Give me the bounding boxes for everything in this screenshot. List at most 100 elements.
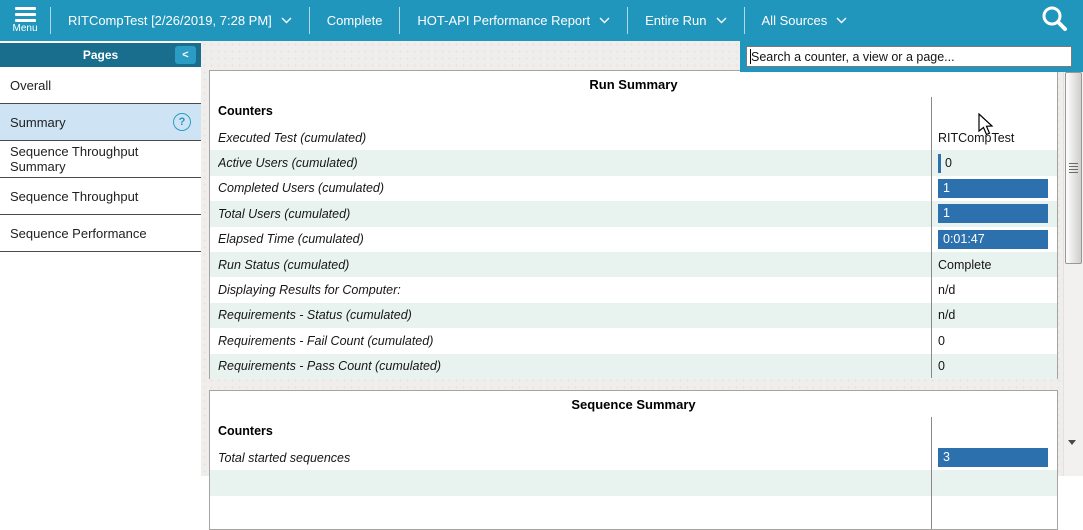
zero-width-bar bbox=[938, 153, 941, 173]
scrollbar-thumb[interactable] bbox=[1065, 72, 1082, 264]
counters-header: Counters bbox=[218, 424, 273, 438]
text-caret bbox=[750, 49, 751, 64]
sources-selector-label: All Sources bbox=[761, 13, 828, 28]
menu-label: Menu bbox=[12, 23, 38, 34]
run-summary-rows: Executed Test (cumulated) RITCompTest Acti… bbox=[210, 125, 1057, 379]
counter-label: Active Users (cumulated) bbox=[218, 156, 358, 171]
sidebar-item-label: Sequence Performance bbox=[10, 225, 147, 241]
counter-value-cell: RITCompTest bbox=[931, 131, 1057, 145]
counter-value: 0 bbox=[938, 333, 945, 348]
counter-value: 0 bbox=[938, 359, 945, 374]
table-row: Requirements - Pass Count (cumulated) 0 bbox=[210, 353, 1057, 379]
sidebar-item-summary[interactable]: Summary? bbox=[0, 104, 201, 141]
table-row: Active Users (cumulated) 0 bbox=[210, 150, 1057, 176]
run-status-label: Complete bbox=[326, 13, 383, 28]
counter-value: 0 bbox=[945, 156, 952, 171]
pages-header-label: Pages bbox=[82, 48, 119, 62]
run-status: Complete bbox=[310, 0, 400, 41]
scrollbar-down-arrow-icon[interactable] bbox=[1068, 440, 1076, 445]
sidebar-item-overall[interactable]: Overall bbox=[0, 67, 201, 104]
menu-button[interactable]: Menu bbox=[0, 0, 50, 41]
sidebar-item-sequence-throughput-summary[interactable]: Sequence Throughput Summary bbox=[0, 141, 201, 178]
sidebar-collapse-button[interactable]: < bbox=[175, 46, 196, 64]
sidebar-item-label: Overall bbox=[10, 77, 52, 93]
value-bar: 3 bbox=[938, 448, 1048, 468]
counter-label: Requirements - Fail Count (cumulated) bbox=[218, 333, 434, 348]
chevron-down-icon bbox=[836, 17, 847, 24]
vertical-scrollbar[interactable] bbox=[1063, 41, 1083, 476]
sidebar-item-sequence-performance[interactable]: Sequence Performance bbox=[0, 215, 201, 252]
sequence-summary-panel: Sequence Summary Counters Total started … bbox=[209, 390, 1058, 530]
table-row: Requirements - Status (cumulated) n/d bbox=[210, 302, 1057, 329]
sidebar-item-label: Sequence Throughput bbox=[10, 188, 139, 204]
toolbar-divider bbox=[627, 7, 629, 34]
counter-value: Complete bbox=[938, 257, 992, 272]
sequence-summary-rows: Total started sequences 3 bbox=[210, 445, 1057, 496]
report-selector[interactable]: HOT-API Performance Report bbox=[400, 0, 627, 41]
help-icon[interactable]: ? bbox=[173, 113, 191, 131]
toolbar-divider bbox=[308, 7, 310, 34]
counter-value-cell: 0 bbox=[931, 153, 1057, 173]
table-row: Executed Test (cumulated) RITCompTest bbox=[210, 125, 1057, 150]
counter-value-cell: 0 bbox=[931, 359, 1057, 373]
sidebar-item-label: Summary bbox=[10, 114, 66, 130]
counter-label: Requirements - Pass Count (cumulated) bbox=[218, 359, 442, 374]
search-panel bbox=[740, 41, 1083, 72]
counter-label: Executed Test (cumulated) bbox=[218, 130, 367, 145]
run-selector[interactable]: RITCompTest [2/26/2019, 7:28 PM] bbox=[51, 0, 309, 41]
run-selector-label: RITCompTest [2/26/2019, 7:28 PM] bbox=[68, 13, 272, 28]
hamburger-icon bbox=[14, 7, 36, 22]
search-button[interactable] bbox=[1039, 3, 1069, 38]
table-row: Total started sequences 3 bbox=[210, 445, 1057, 470]
counter-value-cell: Complete bbox=[931, 258, 1057, 272]
table-row: Run Status (cumulated) Complete bbox=[210, 251, 1057, 278]
table-row: Completed Users (cumulated) 1 bbox=[210, 176, 1057, 201]
sequence-summary-title: Sequence Summary bbox=[571, 397, 696, 412]
chevron-down-icon bbox=[716, 17, 727, 24]
sidebar-item-label: Sequence Throughput Summary bbox=[10, 144, 139, 174]
run-summary-title: Run Summary bbox=[589, 77, 678, 92]
counter-value-cell: n/d bbox=[931, 308, 1057, 322]
counter-value-cell: 1 bbox=[931, 178, 1057, 198]
search-icon bbox=[1042, 6, 1067, 31]
pages-header: Pages < bbox=[0, 43, 201, 67]
counter-value-cell: 1 bbox=[931, 204, 1057, 224]
table-row: Requirements - Fail Count (cumulated) 0 bbox=[210, 328, 1057, 353]
chevron-down-icon bbox=[281, 17, 292, 24]
sidebar-item-sequence-throughput[interactable]: Sequence Throughput bbox=[0, 178, 201, 215]
toolbar-divider bbox=[50, 7, 51, 34]
sidebar-items: Overall Summary? Sequence Throughput Summa… bbox=[0, 67, 201, 252]
counter-label: Run Status (cumulated) bbox=[218, 257, 350, 272]
counter-value-cell: 0:01:47 bbox=[931, 229, 1057, 249]
toolbar-divider bbox=[399, 7, 401, 34]
counter-value-cell: 3 bbox=[931, 448, 1057, 468]
counter-label: Total started sequences bbox=[218, 450, 351, 465]
counters-header: Counters bbox=[218, 104, 273, 118]
scrollbar-grip-icon bbox=[1066, 161, 1081, 175]
counter-value: n/d bbox=[938, 308, 956, 323]
top-toolbar: Menu RITCompTest [2/26/2019, 7:28 PM] Com… bbox=[0, 0, 1083, 41]
value-bar: 1 bbox=[938, 204, 1048, 224]
pages-sidebar: Pages < Overall Summary? Sequence Throughp… bbox=[0, 41, 201, 476]
time-range-selector[interactable]: Entire Run bbox=[628, 0, 743, 41]
counter-label: Displaying Results for Computer: bbox=[218, 283, 401, 298]
report-selector-label: HOT-API Performance Report bbox=[417, 13, 591, 28]
column-divider bbox=[931, 417, 932, 529]
toolbar-divider bbox=[743, 7, 745, 34]
run-summary-panel: Run Summary Counters Executed Test (cumu… bbox=[209, 70, 1058, 379]
column-divider bbox=[931, 97, 932, 378]
counter-value-cell: n/d bbox=[931, 283, 1057, 297]
table-row: Displaying Results for Computer: n/d bbox=[210, 277, 1057, 302]
counter-label: Requirements - Status (cumulated) bbox=[218, 308, 412, 323]
counter-label: Elapsed Time (cumulated) bbox=[218, 232, 364, 247]
counter-value: n/d bbox=[938, 283, 956, 298]
table-row bbox=[210, 470, 1057, 496]
search-input[interactable] bbox=[746, 46, 1072, 67]
toolbar-items: RITCompTest [2/26/2019, 7:28 PM] Complete… bbox=[51, 0, 864, 41]
table-row: Elapsed Time (cumulated) 0:01:47 bbox=[210, 227, 1057, 252]
sources-selector[interactable]: All Sources bbox=[745, 0, 865, 41]
counter-label: Completed Users (cumulated) bbox=[218, 181, 385, 196]
value-bar: 0:01:47 bbox=[938, 229, 1048, 249]
value-bar: 1 bbox=[938, 178, 1048, 198]
chevron-down-icon bbox=[599, 17, 610, 24]
